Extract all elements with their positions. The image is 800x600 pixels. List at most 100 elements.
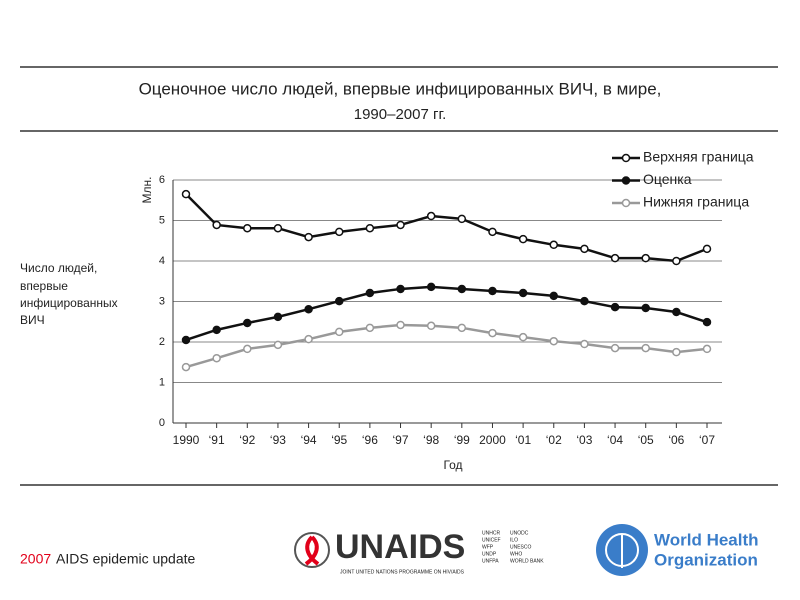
marker (334, 296, 344, 306)
unaids-logo: UNAIDS (335, 528, 465, 566)
marker (488, 328, 497, 338)
legend-marker (621, 176, 631, 185)
marker (549, 240, 559, 250)
marker (365, 223, 375, 233)
marker (641, 343, 650, 353)
marker (273, 312, 283, 322)
cosponsor: UNODC (510, 530, 529, 536)
y-tick-label: 4 (159, 255, 165, 267)
marker (334, 227, 344, 237)
marker (549, 291, 559, 301)
marker (426, 211, 436, 221)
marker (641, 303, 650, 313)
x-tick-label: ‘07 (699, 433, 715, 447)
marker (610, 253, 620, 263)
y-tick-label: 3 (159, 295, 165, 307)
who-logo: Organization (654, 550, 758, 569)
marker (488, 286, 497, 296)
y-label: Число людей, (20, 261, 97, 275)
marker (181, 335, 191, 345)
marker (702, 244, 712, 254)
series-line (185, 285, 708, 342)
marker (580, 339, 589, 349)
marker (304, 304, 313, 314)
marker (672, 256, 681, 266)
marker (457, 214, 467, 224)
marker (396, 220, 405, 230)
legend-label: Нижняя граница (643, 194, 749, 210)
marker (304, 334, 313, 344)
legend-label: Оценка (643, 171, 692, 187)
x-tick-label: ‘92 (239, 433, 255, 447)
cosponsor: UNESCO (510, 544, 532, 550)
marker (580, 296, 589, 306)
x-tick-label: 2000 (479, 433, 506, 447)
marker (518, 332, 528, 342)
x-tick-label: ‘93 (270, 433, 286, 447)
marker (518, 288, 528, 298)
unaids-emblem (294, 532, 330, 568)
y-tick-label: 5 (159, 214, 165, 226)
x-tick-label: ‘96 (362, 433, 378, 447)
marker (181, 189, 191, 199)
x-tick-label: 1990 (173, 433, 200, 447)
marker (549, 336, 559, 346)
marker (396, 320, 405, 330)
marker (702, 317, 712, 327)
y-label: впервые (20, 279, 68, 293)
x-tick-label: ‘99 (454, 433, 470, 447)
marker (243, 223, 252, 233)
marker (672, 347, 681, 357)
marker (488, 227, 497, 237)
series-line (185, 193, 708, 263)
x-tick-label: ‘06 (668, 433, 684, 447)
y-tick-label: 6 (159, 174, 165, 186)
x-tick-label: ‘98 (423, 433, 439, 447)
legend-marker (621, 198, 631, 208)
who-logo: World Health (654, 530, 759, 549)
y-label: ВИЧ (20, 313, 45, 327)
legend-marker (621, 153, 631, 163)
x-tick-label: ‘05 (638, 433, 654, 447)
cosponsor: WFP (482, 544, 494, 550)
chart-title: Оценочное число людей, впервые инфициров… (139, 79, 662, 98)
y-tick-label: 1 (159, 376, 165, 388)
y-unit: Млн. (140, 177, 154, 204)
x-tick-label: ‘01 (515, 433, 531, 447)
y-tick-label: 2 (159, 336, 165, 348)
marker (396, 284, 405, 294)
marker (641, 253, 650, 263)
marker (426, 321, 436, 331)
x-tick-label: ‘94 (301, 433, 317, 447)
marker (212, 353, 221, 363)
marker (518, 234, 528, 244)
x-tick-label: ‘95 (331, 433, 347, 447)
unaids-sub: JOINT UNITED NATIONS PROGRAMME ON HIV/AI… (340, 569, 465, 575)
cosponsor: UNHCR (482, 530, 500, 536)
cosponsor: ILO (510, 537, 518, 543)
x-tick-label: ‘91 (209, 433, 225, 447)
footer-year: 2007 (20, 551, 51, 567)
marker (334, 327, 344, 337)
marker (672, 307, 681, 317)
cosponsor: WORLD BANK (510, 558, 544, 564)
cosponsor: UNDP (482, 551, 497, 557)
marker (457, 284, 467, 294)
cosponsor: UNICEF (482, 537, 501, 543)
cosponsor: WHO (510, 551, 522, 557)
series-line (185, 323, 708, 369)
x-tick-label: ‘97 (393, 433, 409, 447)
marker (273, 223, 283, 233)
x-tick-label: ‘02 (546, 433, 562, 447)
marker (273, 340, 283, 350)
marker (610, 302, 620, 312)
marker (580, 244, 589, 254)
marker (365, 323, 375, 333)
legend-label: Верхняя граница (643, 149, 754, 165)
marker (610, 343, 620, 353)
marker (212, 220, 221, 230)
marker (426, 282, 436, 292)
marker (304, 232, 313, 242)
chart-title: 1990–2007 гг. (354, 106, 447, 123)
